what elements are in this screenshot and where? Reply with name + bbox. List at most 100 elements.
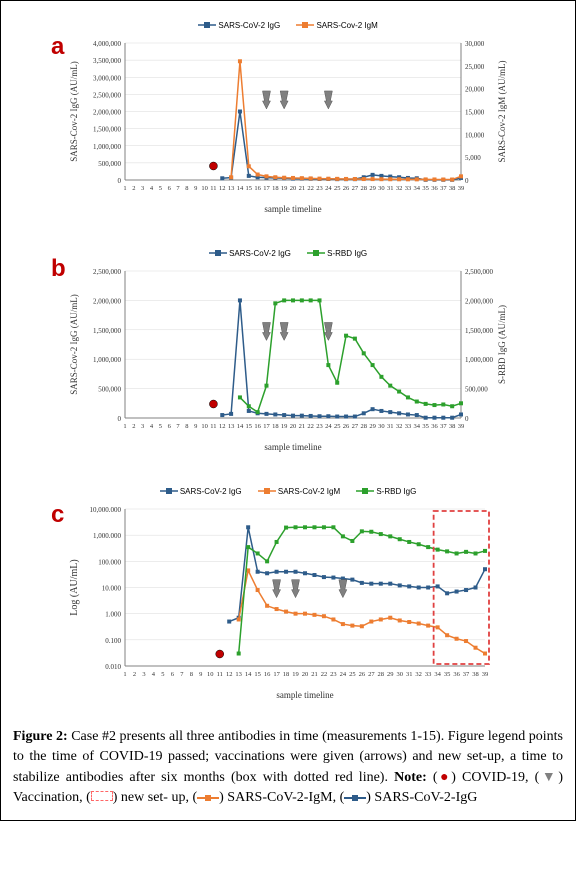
svg-text:25: 25 [349, 671, 356, 678]
svg-text:18: 18 [283, 671, 290, 678]
svg-text:9: 9 [194, 423, 197, 430]
svg-text:2,000,000: 2,000,000 [93, 297, 122, 305]
svg-text:16: 16 [254, 185, 261, 192]
chart-b-svg: 0500,0001,000,0001,500,0002,000,0002,500… [63, 263, 513, 453]
svg-text:28: 28 [378, 671, 385, 678]
svg-text:29: 29 [369, 185, 376, 192]
svg-text:19: 19 [281, 423, 288, 430]
svg-text:22: 22 [307, 185, 314, 192]
svg-text:29: 29 [369, 423, 376, 430]
svg-text:7: 7 [180, 671, 184, 678]
svg-text:20: 20 [302, 671, 309, 678]
chart-a-svg: 0500,0001,000,0001,500,0002,000,0002,500… [63, 35, 513, 215]
svg-text:9: 9 [199, 671, 202, 678]
svg-text:31: 31 [387, 185, 394, 192]
svg-text:7: 7 [176, 185, 180, 192]
svg-text:16: 16 [254, 423, 261, 430]
svg-text:28: 28 [360, 185, 367, 192]
svg-text:0: 0 [465, 177, 469, 185]
svg-text:2,000,000: 2,000,000 [93, 109, 122, 117]
svg-text:3: 3 [141, 423, 144, 430]
svg-text:500,000: 500,000 [98, 160, 121, 168]
svg-text:10: 10 [201, 423, 208, 430]
svg-text:14: 14 [245, 671, 252, 678]
svg-text:24: 24 [325, 423, 332, 430]
svg-text:18: 18 [272, 185, 279, 192]
svg-text:4: 4 [152, 671, 156, 678]
svg-text:13: 13 [228, 185, 235, 192]
svg-text:19: 19 [281, 185, 288, 192]
svg-text:1,000,000: 1,000,000 [465, 356, 494, 364]
svg-text:2: 2 [132, 185, 135, 192]
svg-text:sample timeline: sample timeline [276, 690, 333, 700]
svg-text:12: 12 [219, 423, 226, 430]
svg-text:13: 13 [228, 423, 235, 430]
svg-text:3: 3 [141, 185, 144, 192]
svg-text:3,500,000: 3,500,000 [93, 57, 122, 65]
svg-text:4: 4 [150, 423, 154, 430]
svg-text:15: 15 [246, 185, 253, 192]
svg-text:27: 27 [352, 423, 359, 430]
svg-text:38: 38 [449, 423, 456, 430]
svg-text:20,000: 20,000 [465, 86, 485, 94]
legend-b: SARS-CoV-2 IgG S-RBD IgG [13, 249, 563, 259]
svg-text:10,000: 10,000 [465, 131, 485, 139]
svg-text:0.100: 0.100 [105, 637, 121, 645]
svg-text:0.010: 0.010 [105, 663, 121, 671]
svg-text:33: 33 [405, 185, 412, 192]
svg-text:4: 4 [150, 185, 154, 192]
svg-text:38: 38 [449, 185, 456, 192]
svg-text:21: 21 [299, 423, 306, 430]
svg-text:12: 12 [226, 671, 233, 678]
svg-text:32: 32 [415, 671, 422, 678]
svg-text:22: 22 [321, 671, 328, 678]
legend-c: SARS-CoV-2 IgG SARS-CoV-2 IgM S-RBD IgG [13, 487, 563, 497]
svg-text:27: 27 [352, 185, 359, 192]
svg-text:1,000.000: 1,000.000 [93, 532, 122, 540]
svg-text:36: 36 [431, 423, 438, 430]
svg-text:10,000.000: 10,000.000 [90, 506, 122, 514]
svg-text:S-RBD IgG (AU/mL): S-RBD IgG (AU/mL) [497, 305, 507, 384]
svg-text:39: 39 [458, 423, 465, 430]
svg-text:24: 24 [340, 671, 347, 678]
svg-text:14: 14 [237, 185, 244, 192]
svg-text:9: 9 [194, 185, 197, 192]
svg-text:Log (AU/mL): Log (AU/mL) [69, 559, 80, 615]
svg-text:31: 31 [406, 671, 413, 678]
svg-text:28: 28 [360, 423, 367, 430]
svg-text:34: 34 [414, 185, 421, 192]
svg-text:11: 11 [210, 423, 216, 430]
legend-item: S-RBD IgG [307, 249, 367, 259]
svg-text:10: 10 [207, 671, 214, 678]
svg-text:16: 16 [264, 671, 271, 678]
svg-text:1,000,000: 1,000,000 [93, 143, 122, 151]
svg-text:33: 33 [425, 671, 432, 678]
svg-text:1,500,000: 1,500,000 [93, 126, 122, 134]
svg-text:13: 13 [235, 671, 242, 678]
svg-text:sample timeline: sample timeline [264, 442, 321, 452]
svg-text:15,000: 15,000 [465, 109, 485, 117]
svg-text:SARS-Cov-2 IgG (AU/mL): SARS-Cov-2 IgG (AU/mL) [69, 294, 79, 395]
figure-caption: Figure 2: Case #2 presents all three ant… [9, 727, 567, 808]
svg-text:17: 17 [273, 671, 280, 678]
legend-item: SARS-Cov-2 IgM [296, 21, 378, 31]
svg-text:1,000,000: 1,000,000 [93, 356, 122, 364]
svg-text:1,500,000: 1,500,000 [465, 327, 494, 335]
svg-text:35: 35 [422, 185, 429, 192]
svg-text:1,500,000: 1,500,000 [93, 327, 122, 335]
svg-text:30: 30 [396, 671, 403, 678]
svg-text:25: 25 [334, 185, 341, 192]
figure-number: Figure 2: [13, 729, 68, 744]
svg-text:19: 19 [292, 671, 299, 678]
svg-text:5: 5 [161, 671, 164, 678]
svg-text:8: 8 [190, 671, 193, 678]
legend-item: SARS-CoV-2 IgM [258, 487, 340, 497]
svg-text:34: 34 [414, 423, 421, 430]
svg-text:2: 2 [132, 423, 135, 430]
svg-text:30,000: 30,000 [465, 40, 485, 48]
svg-text:24: 24 [325, 185, 332, 192]
svg-text:35: 35 [444, 671, 451, 678]
svg-text:SARS-Cov-2 IgG (AU/mL): SARS-Cov-2 IgG (AU/mL) [69, 61, 79, 162]
svg-text:29: 29 [387, 671, 394, 678]
svg-text:20: 20 [290, 423, 297, 430]
